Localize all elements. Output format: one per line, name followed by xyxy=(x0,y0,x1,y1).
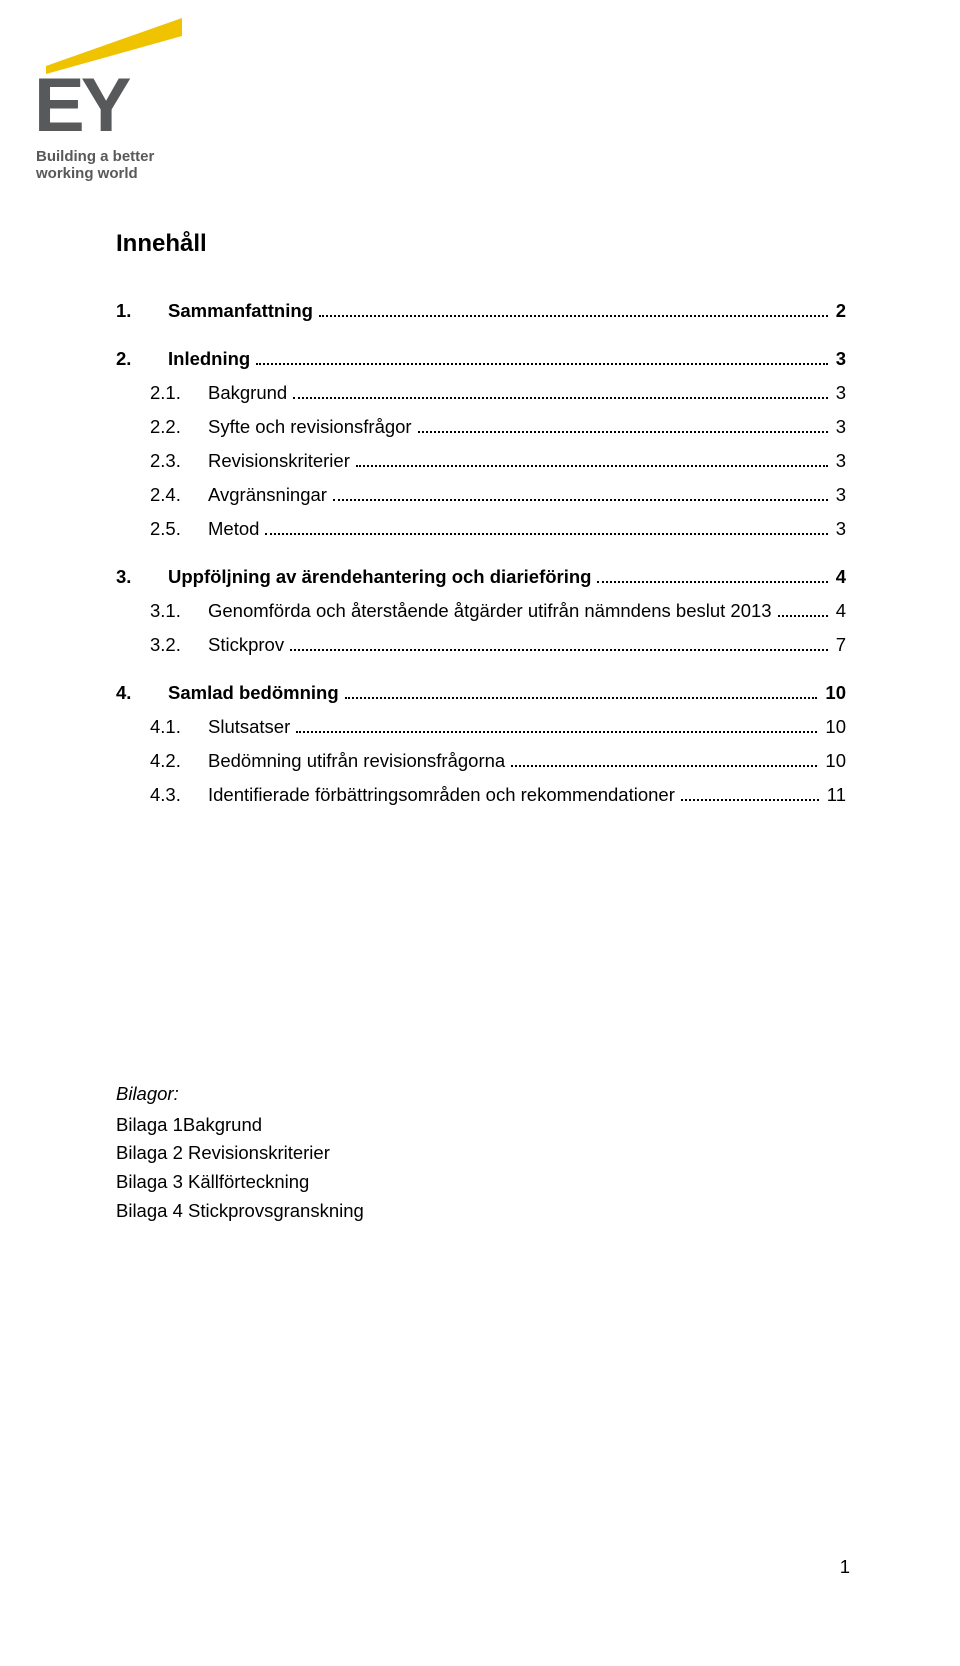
toc-entry: 2.5. Metod 3 xyxy=(116,518,846,540)
toc-entry: 2. Inledning 3 xyxy=(116,348,846,370)
toc-entry: 4.1. Slutsatser 10 xyxy=(116,716,846,738)
toc-page: 10 xyxy=(821,716,846,738)
toc-entry: 2.2. Syfte och revisionsfrågor 3 xyxy=(116,416,846,438)
toc-leader-dots xyxy=(296,716,817,733)
toc-title: Identifierade förbättringsområden och re… xyxy=(208,784,675,806)
toc-number: 3.2. xyxy=(150,634,208,656)
toc-page: 3 xyxy=(832,518,846,540)
appendix-item: Bilaga 1Bakgrund xyxy=(116,1111,846,1140)
toc-page: 3 xyxy=(832,382,846,404)
toc-title: Inledning xyxy=(168,348,250,370)
toc-page: 10 xyxy=(821,750,846,772)
toc-entry: 4.3. Identifierade förbättringsområden o… xyxy=(116,784,846,806)
toc-number: 2.5. xyxy=(150,518,208,540)
toc-leader-dots xyxy=(597,566,827,583)
table-of-contents: 1. Sammanfattning 2 2. Inledning 3 2.1. … xyxy=(116,300,846,806)
toc-leader-dots xyxy=(256,348,827,365)
toc-leader-dots xyxy=(265,518,827,535)
document-page: EY Building a better working world Inneh… xyxy=(0,0,960,1666)
ey-logo-tagline: Building a better working world xyxy=(36,148,154,183)
content-region: Innehåll 1. Sammanfattning 2 2. Inlednin… xyxy=(116,230,846,818)
toc-entry: 3.2. Stickprov 7 xyxy=(116,634,846,656)
toc-number: 2.1. xyxy=(150,382,208,404)
toc-page: 7 xyxy=(832,634,846,656)
toc-number: 4. xyxy=(116,682,168,704)
toc-page: 3 xyxy=(832,416,846,438)
toc-number: 1. xyxy=(116,300,168,322)
page-number: 1 xyxy=(840,1556,850,1578)
toc-page: 4 xyxy=(832,566,846,588)
toc-title: Uppföljning av ärendehantering och diari… xyxy=(168,566,591,588)
toc-entry: 1. Sammanfattning 2 xyxy=(116,300,846,322)
toc-title: Genomförda och återstående åtgärder utif… xyxy=(208,600,772,622)
toc-leader-dots xyxy=(778,600,828,617)
toc-number: 2.2. xyxy=(150,416,208,438)
toc-page: 2 xyxy=(832,300,846,322)
toc-number: 2. xyxy=(116,348,168,370)
toc-title: Stickprov xyxy=(208,634,284,656)
toc-leader-dots xyxy=(511,750,817,767)
appendix-list: Bilagor: Bilaga 1Bakgrund Bilaga 2 Revis… xyxy=(116,1080,846,1225)
toc-title: Syfte och revisionsfrågor xyxy=(208,416,412,438)
toc-entry: 3. Uppföljning av ärendehantering och di… xyxy=(116,566,846,588)
toc-title: Sammanfattning xyxy=(168,300,313,322)
toc-page: 3 xyxy=(832,348,846,370)
toc-title: Revisionskriterier xyxy=(208,450,350,472)
toc-page: 3 xyxy=(832,484,846,506)
toc-number: 2.3. xyxy=(150,450,208,472)
toc-number: 4.3. xyxy=(150,784,208,806)
ey-logo-letters: EY xyxy=(34,76,127,135)
toc-entry: 2.3. Revisionskriterier 3 xyxy=(116,450,846,472)
toc-title: Samlad bedömning xyxy=(168,682,339,704)
toc-number: 3.1. xyxy=(150,600,208,622)
appendix-item: Bilaga 2 Revisionskriterier xyxy=(116,1139,846,1168)
toc-title: Avgränsningar xyxy=(208,484,327,506)
toc-leader-dots xyxy=(319,300,828,317)
toc-title: Bakgrund xyxy=(208,382,287,404)
toc-entry: 4.2. Bedömning utifrån revisionsfrågorna… xyxy=(116,750,846,772)
toc-title: Bedömning utifrån revisionsfrågorna xyxy=(208,750,505,772)
toc-number: 4.1. xyxy=(150,716,208,738)
toc-entry: 2.1. Bakgrund 3 xyxy=(116,382,846,404)
toc-leader-dots xyxy=(293,382,828,399)
toc-page: 4 xyxy=(832,600,846,622)
toc-number: 4.2. xyxy=(150,750,208,772)
toc-entry: 2.4. Avgränsningar 3 xyxy=(116,484,846,506)
appendix-heading: Bilagor: xyxy=(116,1080,846,1109)
toc-title: Metod xyxy=(208,518,259,540)
toc-number: 2.4. xyxy=(150,484,208,506)
appendix-item: Bilaga 4 Stickprovsgranskning xyxy=(116,1197,846,1226)
toc-page: 10 xyxy=(821,682,846,704)
tagline-line-1: Building a better xyxy=(36,148,154,165)
toc-leader-dots xyxy=(345,682,818,699)
toc-leader-dots xyxy=(681,784,819,801)
appendix-item: Bilaga 3 Källförteckning xyxy=(116,1168,846,1197)
toc-number: 3. xyxy=(116,566,168,588)
toc-entry: 4. Samlad bedömning 10 xyxy=(116,682,846,704)
toc-page: 11 xyxy=(823,784,846,806)
toc-leader-dots xyxy=(333,484,828,501)
toc-heading: Innehåll xyxy=(116,230,846,258)
tagline-line-2: working world xyxy=(36,165,154,182)
toc-leader-dots xyxy=(356,450,828,467)
toc-entry: 3.1. Genomförda och återstående åtgärder… xyxy=(116,600,846,622)
toc-page: 3 xyxy=(832,450,846,472)
toc-leader-dots xyxy=(418,416,828,433)
toc-leader-dots xyxy=(290,634,828,651)
toc-title: Slutsatser xyxy=(208,716,290,738)
